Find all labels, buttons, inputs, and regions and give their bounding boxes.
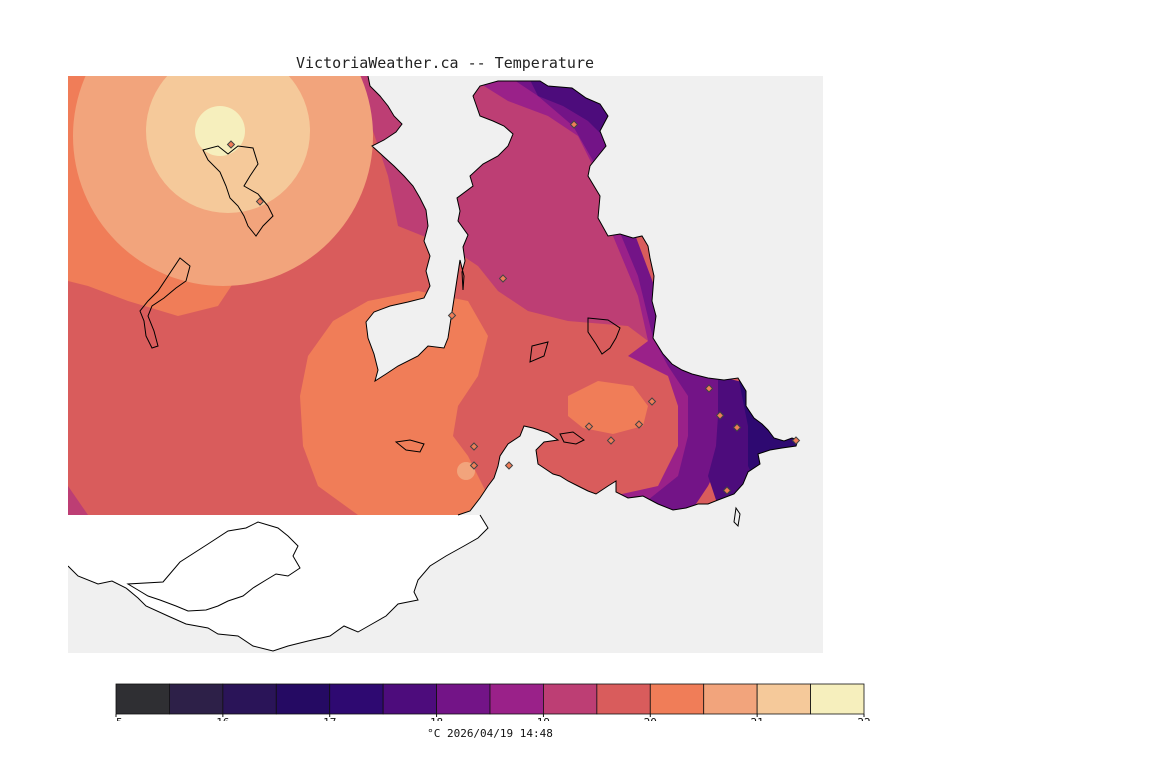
- contour-band-17.5-east: [528, 76, 768, 506]
- coastline-south-shore: [68, 514, 489, 652]
- coastline-olympic-peninsula: [126, 521, 301, 612]
- colorbar-swatch: [115, 683, 170, 715]
- lake-shape-1: [202, 145, 274, 237]
- colorbar-swatch: [382, 683, 437, 715]
- temperature-colorbar: 15 16 17 18 19 20 21 22: [114, 683, 871, 721]
- station-marker[interactable]: [469, 461, 479, 470]
- colorbar-tick-label: 16: [216, 716, 229, 721]
- station-marker[interactable]: [504, 461, 514, 470]
- colorbar-swatch: [169, 683, 224, 715]
- station-marker[interactable]: [447, 311, 457, 320]
- colorbar-swatch: [703, 683, 758, 715]
- land-outside-region: [68, 515, 488, 651]
- lake-shape-6: [559, 431, 585, 445]
- station-marker[interactable]: [791, 436, 801, 445]
- colorbar-swatch: [543, 683, 598, 715]
- colorbar-swatch: [275, 683, 331, 715]
- station-marker[interactable]: [704, 384, 714, 393]
- station-marker[interactable]: [722, 486, 732, 495]
- contour-band-21.5-nw: [195, 106, 245, 156]
- colorbar-swatch: [756, 683, 811, 715]
- colorbar-tick-label: 15: [114, 716, 123, 721]
- colorbar-ticks: 15 16 17 18 19 20 21 22: [114, 714, 871, 721]
- station-marker[interactable]: [255, 197, 265, 206]
- colorbar-swatch: [596, 683, 651, 715]
- colorbar-tick-label: 22: [857, 716, 870, 721]
- contour-band-19.5-sw: [68, 486, 88, 515]
- colorbar-swatch: [489, 683, 544, 715]
- colorbar-tick-label: 19: [537, 716, 550, 721]
- lake-shape-5: [394, 439, 425, 453]
- colorbar-swatch: [649, 683, 705, 715]
- station-marker[interactable]: [647, 397, 657, 406]
- coastline-vancouver-island: [365, 76, 799, 516]
- station-marker[interactable]: [569, 120, 579, 129]
- colorbar-tick-label: 18: [430, 716, 443, 721]
- station-marker[interactable]: [469, 442, 479, 451]
- lake-shape-2: [139, 257, 191, 349]
- lake-shape-7: [733, 506, 741, 528]
- station-marker[interactable]: [498, 274, 508, 283]
- contour-band-20-small: [457, 462, 475, 480]
- units-and-timestamp: °C 2026/04/19 14:48: [427, 727, 553, 740]
- station-marker[interactable]: [226, 140, 236, 149]
- lake-shape-4: [529, 341, 549, 363]
- weather-station-markers: [226, 120, 801, 495]
- station-marker[interactable]: [715, 411, 725, 420]
- station-marker[interactable]: [606, 436, 616, 445]
- temperature-map: [68, 76, 823, 653]
- colorbar-swatch: [222, 683, 277, 715]
- station-marker[interactable]: [584, 422, 594, 431]
- colorbar-swatches: [115, 683, 865, 715]
- colorbar-swatch: [810, 683, 865, 715]
- lake-shape-3: [587, 317, 621, 355]
- contour-band-20-east: [568, 381, 648, 434]
- station-marker[interactable]: [634, 420, 644, 429]
- colorbar-swatch: [436, 683, 491, 715]
- map-title: VictoriaWeather.ca -- Temperature: [295, 54, 594, 72]
- colorbar-tick-label: 20: [644, 716, 657, 721]
- colorbar-tick-label: 17: [323, 716, 336, 721]
- station-marker[interactable]: [732, 423, 742, 432]
- colorbar-tick-label: 21: [751, 716, 764, 721]
- colorbar-swatch: [329, 683, 384, 715]
